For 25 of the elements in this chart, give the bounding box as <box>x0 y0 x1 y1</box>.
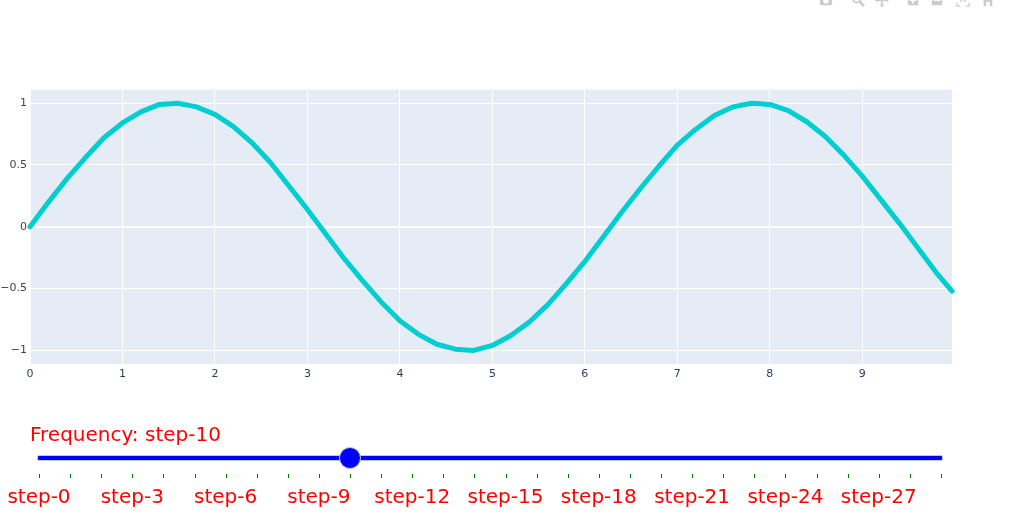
x-tick-label: 5 <box>488 367 496 381</box>
text: step-6 <box>193 484 258 508</box>
y-tick-label: −1 <box>10 343 27 357</box>
text: step-21 <box>654 484 731 508</box>
x-tick-label: 2 <box>211 367 219 381</box>
text: step-12 <box>374 484 451 508</box>
y-tick-label: 0 <box>20 219 27 233</box>
text: step-24 <box>747 484 824 508</box>
x-tick-label: 7 <box>673 367 681 381</box>
y-tick-label: −0.5 <box>0 281 27 295</box>
x-tick-label: 3 <box>303 367 311 381</box>
text: step-0 <box>7 484 71 508</box>
text: Frequency: step-10 <box>30 422 221 446</box>
text: step-15 <box>467 484 544 508</box>
text: step-3 <box>100 484 164 508</box>
x-tick-label: 4 <box>396 367 404 381</box>
x-tick-label: 8 <box>766 367 774 381</box>
y-tick-label: 1 <box>20 96 27 110</box>
x-tick-label: 1 <box>118 367 126 381</box>
text: step-27 <box>840 484 917 508</box>
x-tick-label: 6 <box>581 367 589 381</box>
x-tick-label: 9 <box>858 367 866 381</box>
text: step-9 <box>287 484 351 508</box>
text: step-18 <box>560 484 637 508</box>
y-tick-label: 0.5 <box>9 157 27 171</box>
